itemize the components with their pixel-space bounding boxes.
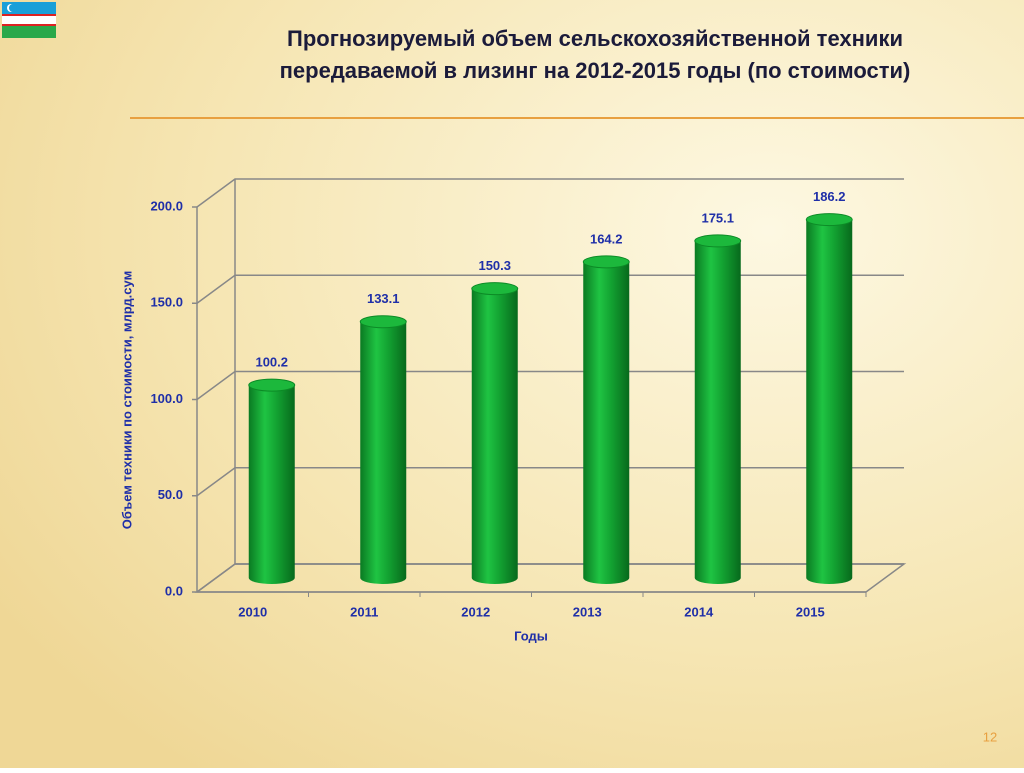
grid-line (196, 467, 904, 497)
y-tick-label: 150.0 (150, 295, 183, 310)
value-label: 133.1 (367, 291, 400, 306)
title-line: Прогнозируемый объем сельскохозяйственно… (287, 26, 903, 51)
bar (806, 213, 853, 585)
page-number: 12 (983, 729, 997, 744)
bar (583, 255, 630, 584)
bar-top (582, 255, 630, 269)
bar (471, 282, 518, 584)
value-label: 100.2 (255, 355, 288, 370)
x-tick-label: 2013 (573, 604, 602, 619)
grid-line (196, 274, 904, 304)
flag (2, 2, 56, 38)
bar-top (359, 315, 407, 329)
grid-line (196, 370, 904, 401)
y-tick-label: 0.0 (165, 583, 183, 598)
value-label: 150.3 (478, 258, 511, 273)
x-tick-label: 2015 (796, 604, 825, 619)
bar (248, 379, 295, 584)
y-tick-label: 200.0 (150, 198, 183, 213)
x-tick-label: 2011 (350, 604, 378, 619)
bar (360, 315, 407, 584)
bar-top (805, 213, 853, 227)
grid-line (196, 563, 904, 593)
x-axis-label: Годы (514, 628, 548, 643)
x-tick-label: 2014 (684, 604, 714, 619)
x-tick-label: 2012 (461, 604, 490, 619)
title-line: передаваемой в лизинг на 2012-2015 годы … (280, 58, 911, 83)
y-axis-label: Объем техники по стоимости, млрд.сум (119, 271, 134, 529)
value-label: 175.1 (701, 210, 734, 225)
value-label: 186.2 (813, 189, 846, 204)
bar-top (694, 234, 742, 248)
value-label: 164.2 (590, 231, 623, 246)
grid-line (196, 178, 904, 208)
y-tick-label: 100.0 (150, 391, 183, 406)
bar-top (248, 378, 296, 392)
y-tick-label: 50.0 (158, 487, 183, 502)
bar (694, 234, 741, 585)
bar-top (471, 282, 519, 296)
x-tick-label: 2010 (238, 604, 267, 619)
